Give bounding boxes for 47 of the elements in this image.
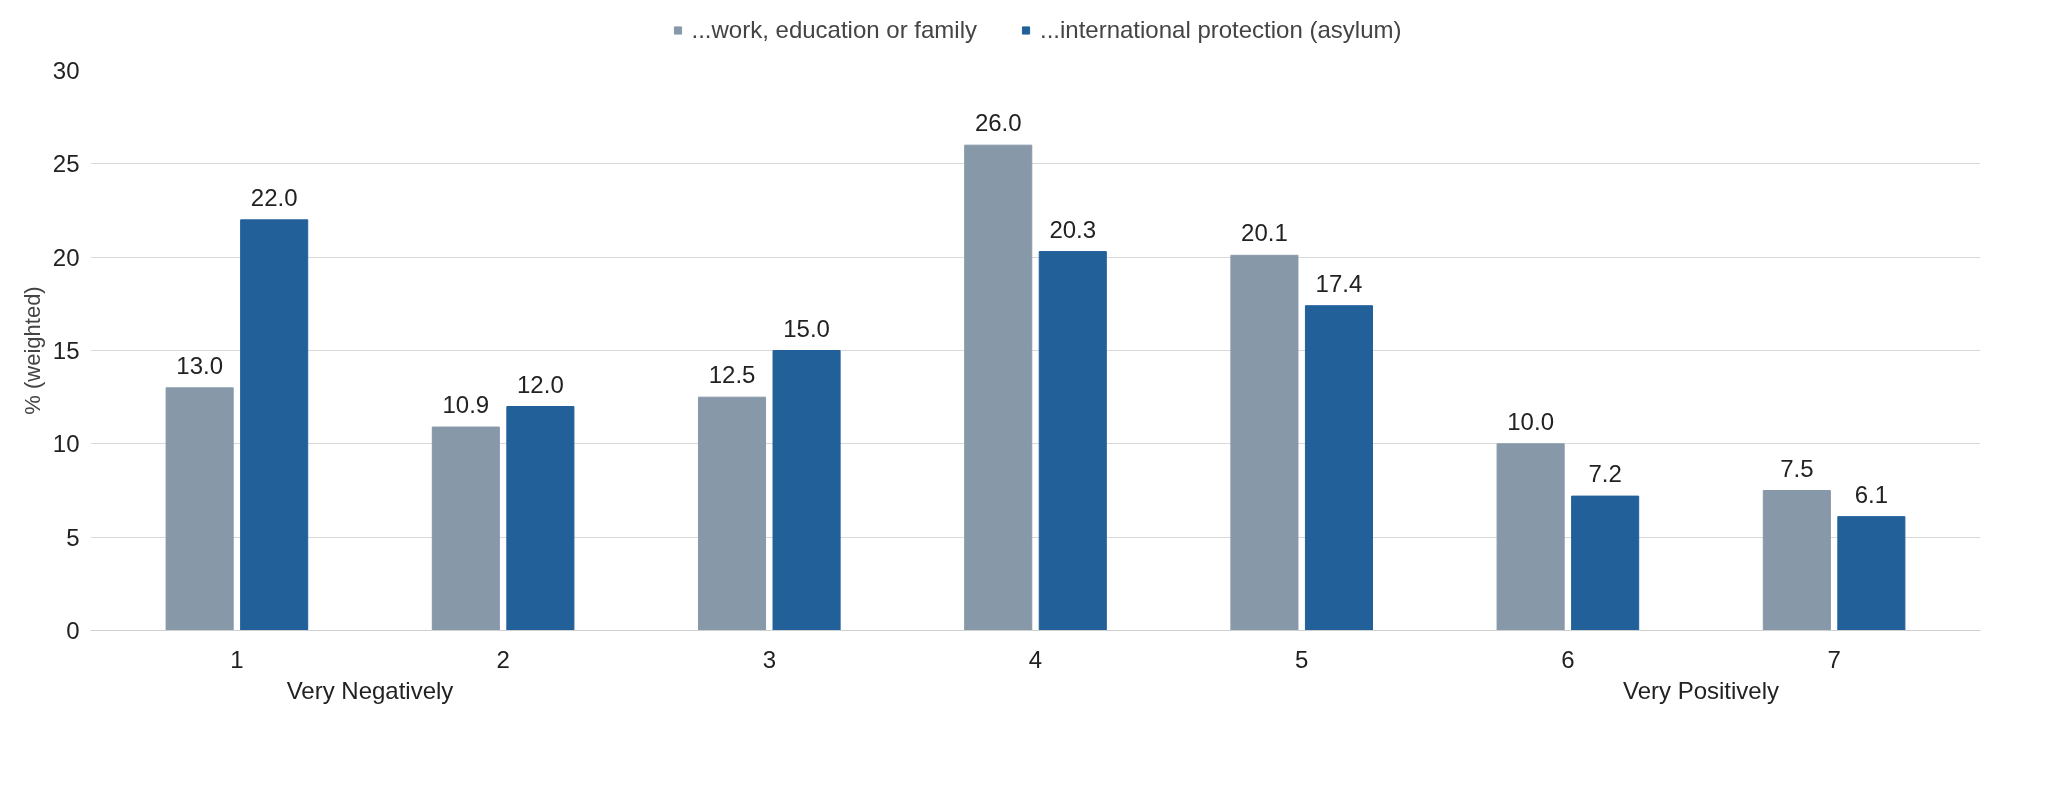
data-label: 7.5	[1780, 454, 1814, 482]
x-tick-label: 1	[230, 645, 244, 673]
data-label: 10.0	[1507, 407, 1554, 435]
bar	[1496, 443, 1565, 631]
bar	[1762, 490, 1831, 631]
x-tick-label: 6	[1561, 645, 1575, 673]
data-label: 20.1	[1241, 219, 1288, 247]
bar	[772, 350, 841, 631]
data-label: 17.4	[1315, 269, 1363, 297]
bar	[506, 406, 575, 631]
x-tick-label: 3	[762, 645, 776, 673]
bar	[240, 219, 309, 631]
data-label: 6.1	[1854, 480, 1889, 508]
text: Very Negatively	[286, 676, 454, 704]
y-tick-label: 20	[52, 243, 80, 271]
bar	[1304, 305, 1374, 631]
y-tick-label: 0	[66, 617, 80, 644]
x-tick-label: 4	[1028, 645, 1043, 673]
bar	[1230, 254, 1299, 631]
y-tick-label: 30	[52, 57, 80, 84]
legend-label: ...work, education or family	[691, 16, 977, 44]
y-tick-label: 15	[52, 337, 80, 364]
bar	[1038, 251, 1107, 631]
x-tick-label: 5	[1295, 645, 1309, 673]
y-axis-title: % (weighted)	[19, 286, 45, 415]
text: Very Positively	[1622, 676, 1780, 704]
data-label: 7.2	[1588, 460, 1622, 488]
data-label: 20.3	[1049, 215, 1097, 243]
bar	[165, 387, 234, 631]
data-label: 12.0	[517, 370, 564, 398]
data-label: 26.0	[974, 109, 1022, 137]
bar	[964, 144, 1033, 631]
data-label: 22.0	[250, 183, 298, 211]
data-label: 13.0	[176, 351, 223, 379]
y-tick-label: 25	[52, 150, 80, 178]
bar	[431, 426, 500, 631]
bar	[1571, 495, 1640, 631]
data-label: 12.5	[708, 361, 756, 389]
legend-label: ...international protection (asylum)	[1039, 16, 1402, 44]
y-tick-label: 10	[52, 430, 80, 458]
bar	[1837, 516, 1906, 631]
bar	[697, 396, 767, 631]
data-label: 10.9	[442, 391, 490, 419]
data-label: 15.0	[783, 314, 830, 342]
y-tick-label: 5	[66, 523, 80, 551]
x-tick-label: 2	[496, 645, 510, 673]
x-tick-label: 7	[1827, 645, 1841, 673]
